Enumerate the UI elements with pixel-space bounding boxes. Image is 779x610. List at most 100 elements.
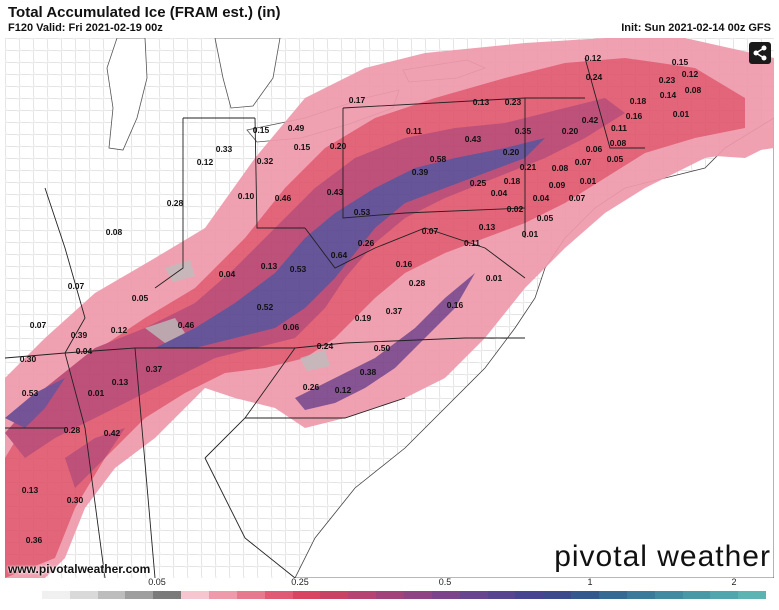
ice-value-label: 0.18 <box>504 176 521 186</box>
ice-value-label: 0.08 <box>106 227 123 237</box>
ice-value-label: 0.01 <box>673 109 690 119</box>
ice-value-label: 0.11 <box>464 238 480 248</box>
colorbar-tick-label: 0.5 <box>438 577 452 587</box>
ice-value-label: 0.13 <box>22 485 39 495</box>
ice-value-label: 0.46 <box>275 193 292 203</box>
ice-value-label: 0.28 <box>64 425 81 435</box>
ice-value-label: 0.28 <box>409 278 426 288</box>
colorbar-swatch <box>376 591 405 599</box>
ice-value-label: 0.20 <box>503 147 520 157</box>
ice-accumulation-map[interactable]: 0.12 0.15 0.24 0.23 0.12 0.14 0.08 0.17 0.13 0.23… <box>5 38 774 578</box>
ice-value-label: 0.17 <box>349 95 366 105</box>
ice-value-label: 0.33 <box>216 144 233 154</box>
ice-value-label: 0.20 <box>330 141 347 151</box>
ice-value-label: 0.53 <box>22 388 39 398</box>
ice-value-label: 0.39 <box>71 330 88 340</box>
colorbar-swatch <box>515 591 544 599</box>
ice-value-label: 0.16 <box>626 111 643 121</box>
colorbar-swatch <box>125 591 154 599</box>
ice-value-label: 0.05 <box>537 213 554 223</box>
colorbar-swatch <box>682 591 711 599</box>
ice-value-label: 0.13 <box>479 222 496 232</box>
ice-value-label: 0.13 <box>261 261 278 271</box>
website-watermark: www.pivotalweather.com <box>8 562 151 576</box>
ice-value-label: 0.04 <box>76 346 93 356</box>
ice-value-label: 0.01 <box>522 229 539 239</box>
ice-value-label: 0.52 <box>257 302 274 312</box>
ice-value-label: 0.05 <box>132 293 149 303</box>
ice-value-label: 0.11 <box>406 126 422 136</box>
ice-value-label: 0.21 <box>520 162 537 172</box>
ice-value-label: 0.05 <box>607 154 624 164</box>
ice-value-label: 0.23 <box>659 75 676 85</box>
ice-value-label: 0.12 <box>682 69 699 79</box>
colorbar-tick-label: 2 <box>731 577 737 587</box>
colorbar-swatch <box>236 591 265 599</box>
ice-value-label: 0.49 <box>288 123 305 133</box>
ice-value-label: 0.20 <box>562 126 579 136</box>
ice-value-label: 0.11 <box>611 123 627 133</box>
colorbar-swatch <box>738 591 767 599</box>
ice-value-label: 0.13 <box>473 97 490 107</box>
colorbar-swatch <box>41 591 70 599</box>
colorbar-swatch <box>14 591 42 599</box>
valid-time: F120 Valid: Fri 2021-02-19 00z <box>8 22 163 34</box>
colorbar-swatch <box>487 591 516 599</box>
init-time: Init: Sun 2021-02-14 00z GFS <box>621 22 771 34</box>
ice-value-label: 0.35 <box>515 126 532 136</box>
ice-value-label: 0.28 <box>167 198 184 208</box>
colorbar-swatch <box>626 591 655 599</box>
ice-value-label: 0.12 <box>585 53 602 63</box>
ice-value-label: 0.02 <box>507 204 524 214</box>
share-button[interactable] <box>749 42 771 64</box>
ice-value-label: 0.09 <box>549 180 566 190</box>
ice-value-label: 0.15 <box>294 142 311 152</box>
colorbar-swatch <box>710 591 739 599</box>
colorbar-tick-label: 0.05 <box>148 577 166 587</box>
state-borders <box>5 57 645 578</box>
colorbar-swatch <box>348 591 377 599</box>
colorbar <box>14 591 767 599</box>
ice-value-label: 0.53 <box>290 264 307 274</box>
colorbar-swatch <box>292 591 321 599</box>
ice-value-label: 0.23 <box>505 97 522 107</box>
ice-value-label: 0.10 <box>238 191 255 201</box>
ice-value-label: 0.04 <box>491 188 508 198</box>
share-icon <box>753 45 767 61</box>
ice-value-label: 0.16 <box>396 259 413 269</box>
ice-value-label: 0.12 <box>197 157 214 167</box>
ice-value-label: 0.30 <box>67 495 84 505</box>
ice-value-label: 0.36 <box>26 535 43 545</box>
ice-value-label: 0.07 <box>30 320 47 330</box>
colorbar-tick-label: 1 <box>587 577 593 587</box>
ice-value-label: 0.26 <box>358 238 375 248</box>
ice-value-label: 0.46 <box>178 320 195 330</box>
header: Total Accumulated Ice (FRAM est.) (in) F… <box>0 0 779 38</box>
ice-value-label: 0.26 <box>303 382 320 392</box>
colorbar-swatch <box>404 591 432 599</box>
colorbar-swatch <box>153 591 182 599</box>
ice-value-label: 0.07 <box>575 157 592 167</box>
ice-value-label: 0.18 <box>630 96 647 106</box>
colorbar-swatch <box>543 591 572 599</box>
ice-value-label: 0.30 <box>20 354 37 364</box>
ice-value-label: 0.06 <box>586 144 603 154</box>
ice-value-label: 0.04 <box>219 269 236 279</box>
colorbar-swatch <box>264 591 293 599</box>
ice-value-label: 0.58 <box>430 154 447 164</box>
ice-value-label: 0.08 <box>685 85 702 95</box>
trace-shading <box>145 260 330 371</box>
ice-value-label: 0.42 <box>104 428 121 438</box>
ice-value-label: 0.07 <box>569 193 586 203</box>
colorbar-swatch <box>209 591 237 599</box>
ice-value-label: 0.12 <box>335 385 352 395</box>
ice-value-label: 0.08 <box>610 138 627 148</box>
brand-text: pivotal weather <box>554 540 771 573</box>
ice-value-label: 0.14 <box>660 90 677 100</box>
ice-value-label: 0.43 <box>327 187 344 197</box>
value-labels: 0.12 0.15 0.24 0.23 0.12 0.14 0.08 0.17 0.13 0.23… <box>20 53 702 545</box>
ice-value-label: 0.07 <box>422 226 439 236</box>
colorbar-swatch <box>69 591 98 599</box>
lake-michigan <box>106 38 148 151</box>
colorbar-swatch <box>571 591 600 599</box>
